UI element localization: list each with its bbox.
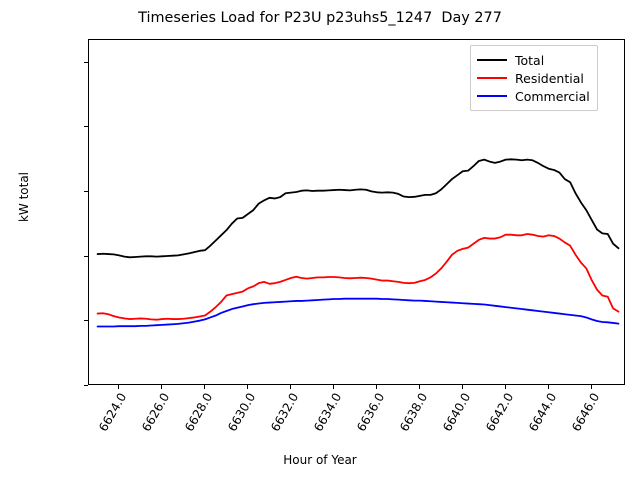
y-tick-mark	[84, 61, 88, 63]
x-tick-mark	[203, 385, 206, 389]
legend-swatch-icon	[477, 59, 507, 61]
x-tick-label: 6638.0	[396, 390, 431, 434]
x-tick-mark	[246, 385, 249, 389]
x-tick-mark	[418, 385, 420, 389]
legend-swatch-icon	[477, 95, 507, 97]
x-tick-label: 6644.0	[525, 390, 559, 434]
x-tick-label: 6630.0	[225, 390, 259, 434]
x-tick-mark	[289, 385, 291, 389]
legend-item-commercial: Commercial	[477, 87, 590, 105]
x-tick-mark	[332, 385, 334, 389]
y-axis-label: kW total	[17, 171, 31, 223]
x-tick-label: 6626.0	[139, 390, 173, 434]
x-axis-label: Hour of Year	[283, 453, 357, 467]
x-tick-label: 6646.0	[568, 390, 602, 434]
x-tick-mark	[590, 385, 592, 389]
x-tick-label: 6636.0	[353, 390, 388, 434]
x-tick-mark	[161, 385, 163, 389]
y-tick-mark	[84, 320, 88, 322]
x-tick-label: 6634.0	[310, 390, 345, 434]
y-tick-mark	[84, 255, 88, 257]
series-line-residential	[96, 233, 620, 321]
legend-label: Residential	[515, 70, 584, 86]
x-tick-label: 6640.0	[439, 390, 474, 434]
legend-swatch-icon	[477, 77, 507, 79]
chart-title: Timeseries Load for P23U p23uhs5_1247 Da…	[138, 10, 502, 26]
x-tick-label: 6628.0	[182, 390, 216, 434]
y-tick-mark	[84, 385, 88, 387]
x-tick-mark	[547, 385, 549, 389]
chart-legend: Total Residential Commercial	[470, 45, 598, 111]
x-tick-label: 6624.0	[96, 390, 130, 434]
x-tick-label: 6642.0	[482, 390, 516, 434]
series-line-commercial	[96, 297, 620, 328]
x-tick-label: 6632.0	[268, 390, 302, 434]
y-tick-mark	[84, 126, 88, 128]
legend-label: Commercial	[515, 88, 590, 104]
series-line-total	[96, 158, 620, 259]
series-lines	[96, 158, 620, 328]
x-tick-mark	[375, 385, 377, 389]
y-tick-mark	[84, 190, 88, 193]
x-tick-mark	[118, 385, 120, 389]
legend-item-total: Total	[477, 51, 590, 69]
legend-label: Total	[515, 52, 545, 68]
legend-item-residential: Residential	[477, 69, 590, 87]
x-tick-mark	[504, 385, 506, 389]
plot-area	[88, 39, 625, 385]
x-tick-mark	[461, 385, 463, 389]
